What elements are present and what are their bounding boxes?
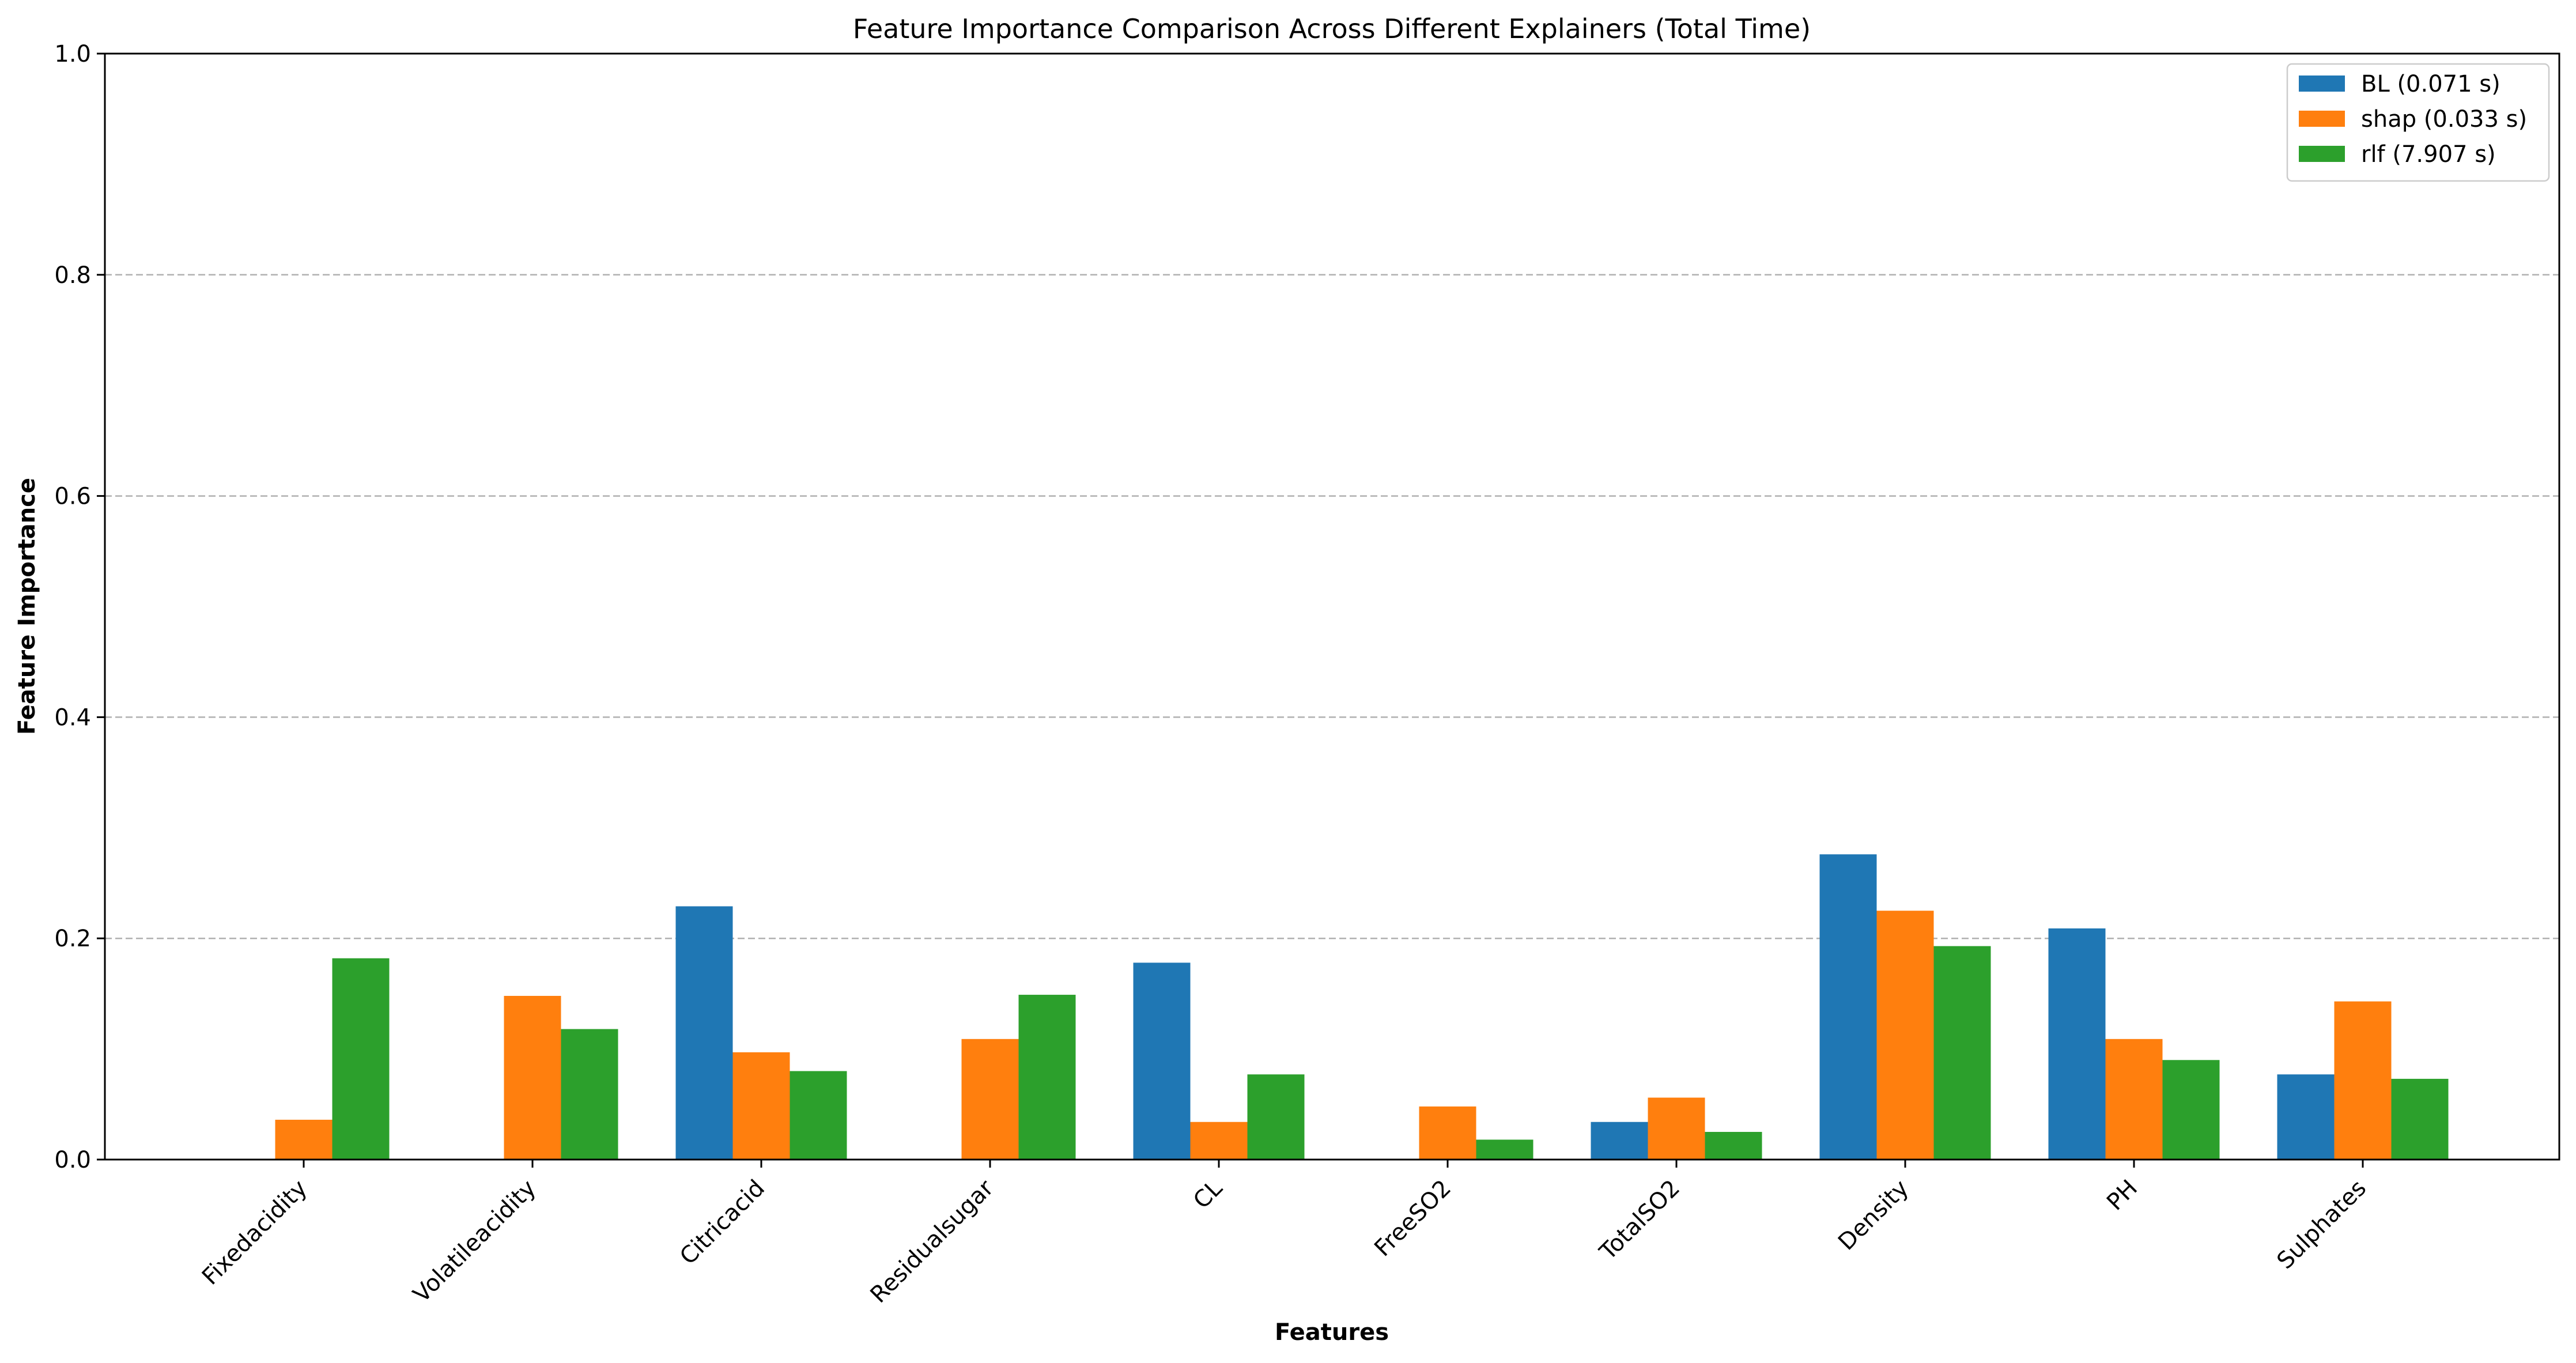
bar-bl-totalso2	[1591, 1122, 1648, 1160]
bar-rlf-ph	[2162, 1060, 2220, 1160]
bar-shap-volatileacidity	[504, 995, 561, 1160]
grid-lines	[105, 274, 2559, 939]
bar-rlf-freeso2	[1476, 1139, 1533, 1160]
plot-frame	[104, 52, 2560, 1161]
bar-rlf-volatileacidity	[561, 1029, 618, 1160]
y-tick-label: 0.8	[54, 262, 91, 289]
y-tick-label: 0.4	[54, 704, 91, 731]
x-axis-title: Features	[1275, 1319, 1389, 1346]
bar-bl-citricacid	[675, 906, 733, 1160]
bars	[275, 854, 2449, 1160]
legend: BL (0.071 s) shap (0.033 s) rlf (7.907 s)	[2286, 63, 2550, 182]
legend-swatch	[2299, 146, 2345, 162]
legend-swatch	[2299, 111, 2345, 127]
bar-bl-sulphates	[2277, 1074, 2335, 1160]
legend-box	[2286, 63, 2550, 182]
bar-bl-cl	[1133, 962, 1191, 1160]
bar-rlf-density	[1933, 946, 1991, 1160]
bar-rlf-sulphates	[2391, 1078, 2449, 1160]
y-axis-title: Feature Importance	[14, 478, 40, 735]
legend-swatch	[2299, 75, 2345, 92]
bar-bl-ph	[2048, 928, 2106, 1160]
legend-label: shap (0.033 s)	[2361, 106, 2527, 133]
bar-shap-sulphates	[2334, 1001, 2392, 1160]
bar-shap-citricacid	[732, 1052, 790, 1160]
y-tick-label: 0.0	[54, 1147, 91, 1173]
bar-rlf-citricacid	[790, 1071, 847, 1160]
bar-shap-density	[1876, 911, 1934, 1160]
bar-bl-density	[1819, 854, 1877, 1160]
legend-label: BL (0.071 s)	[2361, 71, 2501, 97]
y-tick-label: 0.6	[54, 484, 91, 510]
y-tick-label: 0.2	[54, 926, 91, 952]
bar-rlf-totalso2	[1705, 1132, 1762, 1160]
y-axis: 0.0 0.2 0.4 0.6 0.8 1.0	[54, 41, 105, 1173]
y-tick-label: 1.0	[54, 41, 91, 67]
bar-shap-totalso2	[1648, 1097, 1705, 1160]
bar-shap-freeso2	[1419, 1106, 1476, 1160]
bar-shap-residualsugar	[961, 1039, 1019, 1160]
legend-label: rlf (7.907 s)	[2361, 141, 2496, 168]
bar-rlf-fixedacidity	[332, 958, 390, 1160]
bar-rlf-cl	[1247, 1074, 1305, 1160]
bar-rlf-residualsugar	[1018, 995, 1076, 1160]
bar-shap-ph	[2105, 1039, 2163, 1160]
bar-shap-cl	[1190, 1122, 1248, 1160]
bar-shap-fixedacidity	[275, 1119, 333, 1160]
chart-title: Feature Importance Comparison Across Dif…	[853, 13, 1811, 44]
